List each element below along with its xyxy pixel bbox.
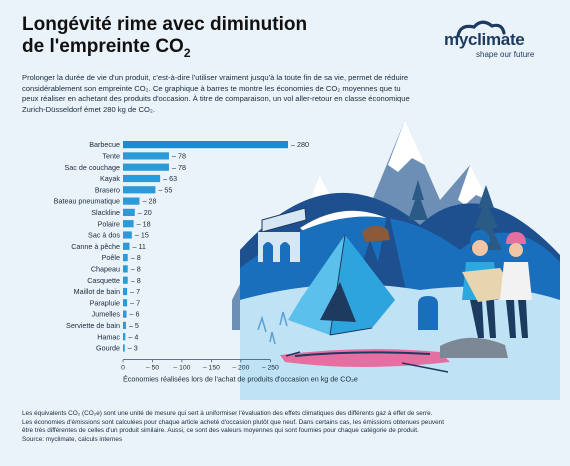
category-label: Bateau pneumatique <box>54 197 120 206</box>
value-labels: – 280 – 78 – 78 – 63 – 55– 28 – 20 – 18 – 15 – 1… <box>128 140 309 352</box>
x-tick-label: – 200 <box>232 365 249 372</box>
title-line-2: de l'empreinte CO2 <box>22 36 352 64</box>
footnote-line: Source: myclimate, calculs internes <box>22 435 123 443</box>
value-label: – 8 <box>131 276 141 285</box>
category-label: Barbecue <box>89 140 120 149</box>
footnote-line: Les économies d'émissions sont calculées… <box>22 418 444 426</box>
x-axis-label: Économies réalisées lors de l'achat de p… <box>123 375 358 384</box>
bar-parapluie <box>123 299 128 307</box>
value-label: – 5 <box>129 321 139 330</box>
x-tick-label: – 100 <box>173 365 190 372</box>
bar-chart: Barbecue Tente Sac de couchage Kayak Brasero… <box>54 140 358 384</box>
bar-kayak <box>123 174 161 183</box>
bar-sac-de-couchage <box>123 163 169 171</box>
value-label: – 4 <box>128 332 138 341</box>
x-tick-label: – 250 <box>262 365 279 372</box>
category-label: Casquette <box>87 276 120 285</box>
x-tick-label: – 50 <box>146 365 159 372</box>
title-subscript: 2 <box>183 45 191 60</box>
logo-tagline: shape our future <box>476 50 535 59</box>
bar-serviette-de-bain <box>123 321 126 329</box>
category-label: Poêle <box>102 253 120 262</box>
logo-name: myclimate <box>444 30 525 49</box>
value-label: – 28 <box>143 197 157 206</box>
bar-gourde <box>123 344 125 352</box>
value-label: – 6 <box>130 310 140 319</box>
value-label: – 18 <box>137 219 151 228</box>
value-label: – 11 <box>132 242 145 251</box>
value-label: – 78 <box>172 152 186 161</box>
category-label: Gourde <box>96 344 120 353</box>
bar-po-le <box>123 254 128 262</box>
bar-slackline <box>123 208 135 216</box>
bar-casquette <box>123 276 128 284</box>
x-ticks: 0 – 50 – 100 – 150 – 200 – 250 <box>121 359 279 372</box>
value-label: – 7 <box>130 298 140 307</box>
footnote: Les équivalents CO₂ (CO₂e) sont une unit… <box>22 410 542 444</box>
title-line-1: Longévité rime avec diminution <box>22 14 308 35</box>
bar-sac-dos <box>123 231 132 239</box>
bar-hamac <box>123 333 126 341</box>
value-label: – 8 <box>131 253 141 262</box>
camping-illustration <box>232 120 560 400</box>
page-title: Longévité rime avec diminution de l'empr… <box>22 14 352 64</box>
value-label: – 3 <box>128 344 138 353</box>
bar-tente <box>123 152 169 160</box>
bar-bateau-pneumatique <box>123 197 140 205</box>
category-label: Parapluie <box>90 298 120 307</box>
x-tick-label: 0 <box>121 365 125 372</box>
category-label: Slackline <box>91 208 120 217</box>
value-label: – 280 <box>291 140 309 149</box>
category-label: Polaire <box>98 219 120 228</box>
bar-canne-p-che <box>123 242 130 250</box>
category-label: Hamac <box>97 332 120 341</box>
value-label: – 63 <box>163 174 177 183</box>
category-label: Sac de couchage <box>64 163 120 172</box>
category-label: Sac à dos <box>88 231 120 240</box>
value-label: – 15 <box>135 231 149 240</box>
bar-barbecue <box>123 141 288 149</box>
bar-chapeau <box>123 265 128 273</box>
value-label: – 55 <box>158 185 172 194</box>
category-label: Canne à pêche <box>71 242 120 251</box>
category-labels: Barbecue Tente Sac de couchage Kayak Brasero… <box>54 140 121 352</box>
bar-brasero <box>123 186 156 194</box>
bar-maillot-de-bain <box>123 287 128 296</box>
category-label: Serviette de bain <box>66 321 120 330</box>
intro-paragraph: Prolonger la durée de vie d'un produit, … <box>22 73 410 114</box>
x-tick-label: – 150 <box>203 365 220 372</box>
cloud-logo-icon <box>456 20 506 38</box>
title-line-2-text: de l'empreinte CO <box>22 36 184 57</box>
category-label: Jumelles <box>92 310 121 319</box>
value-label: – 7 <box>130 287 140 296</box>
category-label: Tente <box>102 152 120 161</box>
category-label: Kayak <box>100 174 120 183</box>
value-label: – 8 <box>131 265 141 274</box>
footnote-line: Les équivalents CO₂ (CO₂e) sont une unit… <box>22 410 433 417</box>
value-label: – 20 <box>138 208 152 217</box>
bar-jumelles <box>123 310 127 318</box>
category-label: Brasero <box>95 185 120 194</box>
bar-polaire <box>123 220 134 228</box>
x-axis: 0 – 50 – 100 – 150 – 200 – 250 <box>121 359 279 372</box>
value-label: – 78 <box>172 163 186 172</box>
bars <box>123 141 288 352</box>
category-label: Chapeau <box>91 265 120 274</box>
footnote-line: être très différentes de celles d'un pro… <box>22 427 419 435</box>
category-label: Maillot de bain <box>74 287 120 296</box>
